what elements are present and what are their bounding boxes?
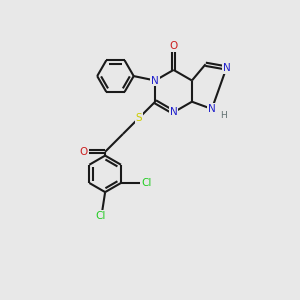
Text: N: N <box>151 76 159 85</box>
Text: O: O <box>80 147 88 157</box>
Text: O: O <box>169 41 178 51</box>
Text: N: N <box>223 63 230 73</box>
Text: Cl: Cl <box>141 178 152 188</box>
Text: Cl: Cl <box>95 211 106 221</box>
Text: N: N <box>208 104 216 114</box>
Text: H: H <box>220 111 226 120</box>
Text: S: S <box>136 113 142 123</box>
Text: N: N <box>170 107 177 117</box>
